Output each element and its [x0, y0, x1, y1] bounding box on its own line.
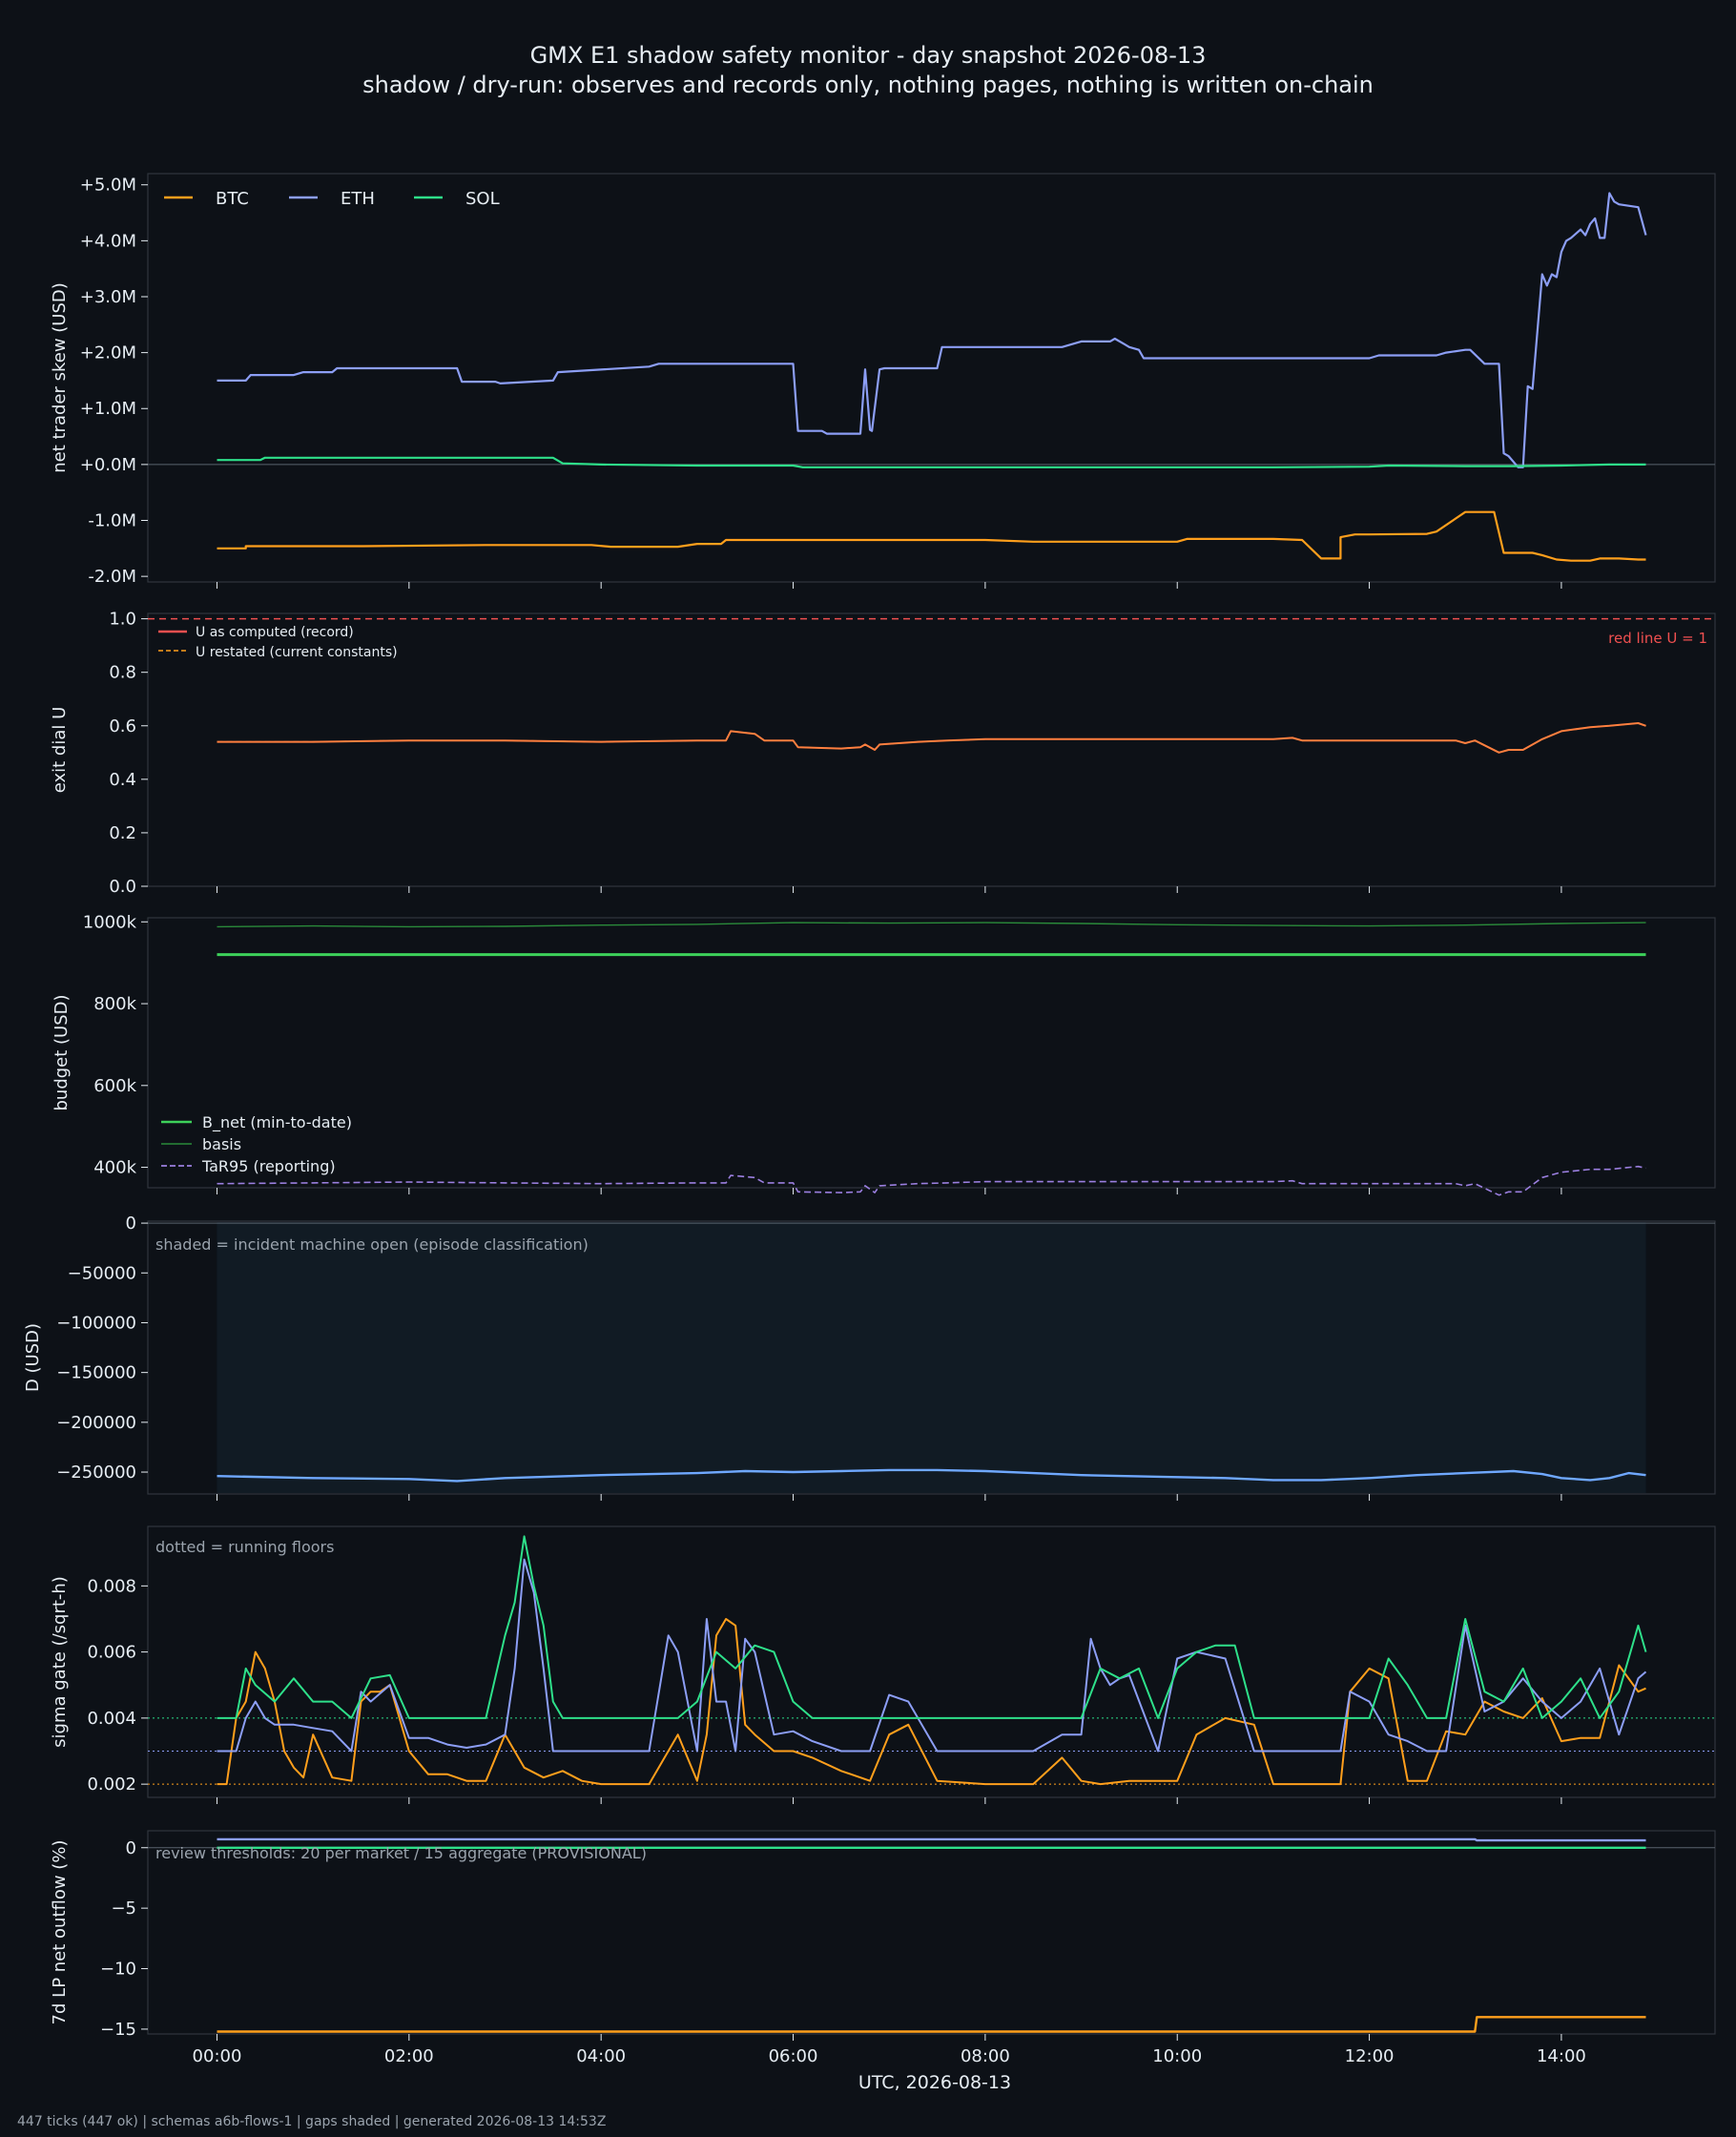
y-tick-label: −100000: [56, 1313, 136, 1333]
series-u-computed: [217, 722, 1646, 754]
y-tick-label: +3.0M: [80, 287, 136, 307]
plot-frame: [147, 1830, 1716, 2035]
y-axis-label: sigma gate (/sqrt-h): [50, 1576, 70, 1748]
y-tick-label: −5: [111, 1898, 136, 1919]
y-axis-label: D (USD): [23, 1323, 43, 1392]
plot-frame: [147, 173, 1716, 583]
legend-label-u-restated: U restated (current constants): [196, 645, 398, 660]
y-tick-label: −250000: [56, 1463, 136, 1483]
y-tick-label: 0.0: [109, 877, 136, 897]
y-axis-label: exit dial U: [50, 707, 70, 794]
x-tick-label: 00:00: [193, 2046, 242, 2066]
y-tick-label: -1.0M: [88, 511, 136, 531]
x-axis-label: UTC, 2026-08-13: [858, 2072, 1011, 2093]
x-tick-label: 04:00: [576, 2046, 626, 2066]
series-sol: [217, 1535, 1647, 1719]
legend-label-eth: ETH: [341, 189, 375, 209]
y-tick-label: −10: [100, 1960, 136, 1980]
plot-frame: [147, 917, 1716, 1189]
legend-label-b-net: B_net (min-to-date): [202, 1113, 352, 1132]
y-tick-label: 0: [126, 1214, 136, 1234]
x-tick-label: 14:00: [1537, 2046, 1586, 2066]
panel-6: 0 −5 −10 −15 7d LP net outflow (%) 00:00 02:00…: [50, 1830, 1716, 2066]
series-sol: [217, 456, 1646, 468]
series-u-restated: [217, 722, 1646, 754]
y-tick-label: +4.0M: [80, 231, 136, 251]
y-tick-label: −15: [100, 2020, 136, 2040]
incident-shading: [217, 1222, 1646, 1493]
y-tick-label: -2.0M: [88, 567, 136, 587]
x-tick-label: 12:00: [1345, 2046, 1395, 2066]
y-tick-label: 0.2: [109, 823, 136, 843]
y-tick-label: 0.8: [109, 663, 136, 683]
red-line-label: red line U = 1: [1608, 630, 1707, 647]
y-tick-label: −150000: [56, 1363, 136, 1383]
footer-status: 447 ticks (447 ok) | schemas a6b-flows-1…: [17, 2114, 606, 2129]
y-tick-label: 600k: [93, 1076, 136, 1096]
panel-1: +5.0M +4.0M +3.0M +2.0M +1.0M +0.0M -1.0M -2.0M…: [50, 173, 1716, 589]
y-tick-label: 0.006: [87, 1643, 136, 1663]
y-tick-label: 0.002: [87, 1774, 136, 1795]
y-tick-label: 0.004: [87, 1709, 136, 1729]
series-eth: [217, 192, 1647, 468]
y-tick-label: 0.4: [109, 770, 136, 790]
series-btc: [217, 1618, 1646, 1786]
x-tick-label: 08:00: [961, 2046, 1010, 2066]
y-axis-label: net trader skew (USD): [50, 282, 70, 473]
x-tick-label: 02:00: [384, 2046, 434, 2066]
legend-label-tar95: TaR95 (reporting): [201, 1157, 336, 1175]
y-tick-label: +1.0M: [80, 399, 136, 419]
chart-subtitle: shadow / dry-run: observes and records o…: [362, 72, 1374, 98]
chart-title: GMX E1 shadow safety monitor - day snaps…: [530, 42, 1207, 69]
panel-3: 1000k 800k 600k 400k budget (USD) B_net (min-…: [52, 912, 1716, 1196]
plot-frame: [147, 1220, 1716, 1495]
plot-frame: [147, 612, 1716, 887]
annotation: shaded = incident machine open (episode …: [155, 1235, 589, 1254]
y-tick-label: 0.008: [87, 1576, 136, 1596]
series-eth: [217, 1558, 1647, 1753]
y-tick-label: +0.0M: [80, 455, 136, 475]
y-tick-label: 0.6: [109, 716, 136, 737]
y-tick-label: 1.0: [109, 610, 136, 630]
y-tick-label: 1000k: [83, 912, 137, 932]
legend-label-u-computed: U as computed (record): [196, 625, 354, 640]
y-axis-label: budget (USD): [52, 994, 72, 1110]
panel-5: 0.008 0.006 0.004 0.002 sigma gate (/sqrt-h)…: [50, 1525, 1716, 1804]
series-btc: [217, 2016, 1646, 2033]
series-tar95: [217, 1165, 1646, 1196]
panel-2: 1.0 0.8 0.6 0.4 0.2 0.0 exit dial U red line U …: [50, 610, 1716, 897]
series-d: [217, 1468, 1646, 1483]
plot-frame: [147, 1525, 1716, 1798]
panel-4: 0 −50000 −100000 −150000 −200000 −250000 D (US…: [23, 1214, 1716, 1501]
legend-label-basis: basis: [202, 1135, 241, 1153]
y-tick-label: −200000: [56, 1413, 136, 1433]
y-tick-label: 400k: [93, 1158, 136, 1178]
legend-label-btc: BTC: [216, 189, 249, 209]
y-axis-label: 7d LP net outflow (%): [50, 1840, 70, 2025]
y-tick-label: 800k: [93, 994, 136, 1014]
y-tick-label: −50000: [68, 1263, 136, 1283]
series-btc: [217, 510, 1646, 562]
series-basis: [217, 922, 1646, 928]
annotation: review thresholds: 20 per market / 15 ag…: [155, 1844, 647, 1862]
x-tick-label: 10:00: [1152, 2046, 1202, 2066]
plot-panels: +5.0M +4.0M +3.0M +2.0M +1.0M +0.0M -1.0M -2.0M…: [23, 173, 1716, 2066]
legend-label-sol: SOL: [465, 189, 500, 209]
x-tick-label: 06:00: [769, 2046, 818, 2066]
y-tick-label: 0: [126, 1838, 136, 1858]
series-eth: [217, 1837, 1646, 1842]
annotation: dotted = running floors: [155, 1538, 334, 1556]
y-tick-label: +2.0M: [80, 343, 136, 363]
y-tick-label: +5.0M: [80, 176, 136, 196]
